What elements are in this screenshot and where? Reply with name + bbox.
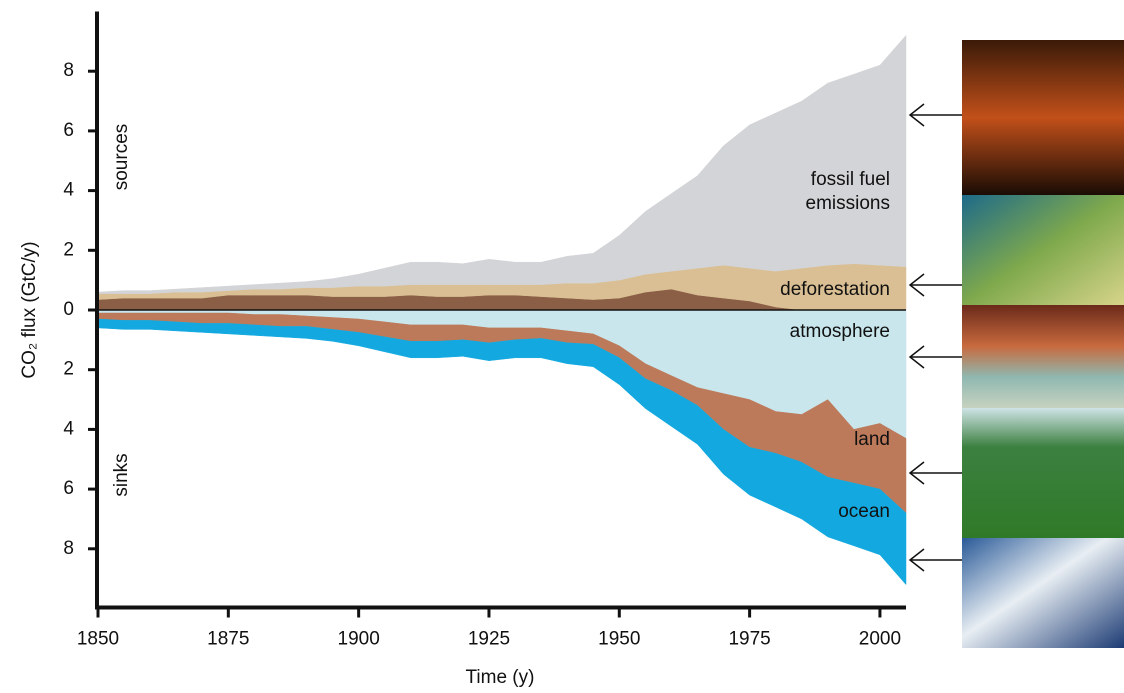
photo-smokestacks	[962, 40, 1124, 195]
x-tick-label: 1875	[207, 629, 249, 650]
annotation: sinks	[111, 453, 132, 496]
arrow	[910, 346, 962, 368]
x-tick-label: 1925	[468, 629, 510, 650]
photo-forest	[962, 408, 1124, 538]
x-tick-label: 1950	[598, 629, 640, 650]
arrow	[910, 274, 962, 296]
arrows	[910, 104, 962, 571]
area	[98, 35, 906, 293]
y-tick-label: 8	[63, 60, 74, 81]
y-tick-label: 6	[63, 478, 74, 499]
series-label: land	[760, 428, 890, 452]
arrow	[910, 549, 962, 571]
series-label: deforestation	[760, 278, 890, 302]
y-tick-label: 0	[63, 299, 74, 320]
photo-sky	[962, 305, 1124, 408]
y-tick-label: 6	[63, 120, 74, 141]
x-tick-label: 2000	[859, 629, 901, 650]
x-axis-label: Time (y)	[466, 667, 535, 688]
y-tick-label: 2	[63, 239, 74, 260]
photos	[962, 40, 1124, 648]
y-tick-label: 4	[63, 418, 74, 439]
photo-ocean	[962, 538, 1124, 648]
photo-forest-clearing	[962, 195, 1124, 305]
page: CO₂ flux (GtC/y) Time (y) sources sinks …	[0, 0, 1124, 693]
x-tick-label: 1900	[338, 629, 380, 650]
annotation: sources	[111, 124, 132, 191]
x-tick-label: 1850	[77, 629, 119, 650]
y-tick-label: 8	[63, 538, 74, 559]
arrow	[910, 462, 962, 484]
series-label: atmosphere	[760, 320, 890, 344]
series-label: fossil fuel emissions	[760, 168, 890, 216]
arrow	[910, 104, 962, 126]
y-tick-label: 2	[63, 359, 74, 380]
x-tick-label: 1975	[728, 629, 770, 650]
series-label: ocean	[760, 500, 890, 524]
chart: CO₂ flux (GtC/y) Time (y) sources sinks …	[0, 0, 1124, 693]
y-axis-label: CO₂ flux (GtC/y)	[19, 241, 40, 378]
y-tick-label: 4	[63, 180, 74, 201]
